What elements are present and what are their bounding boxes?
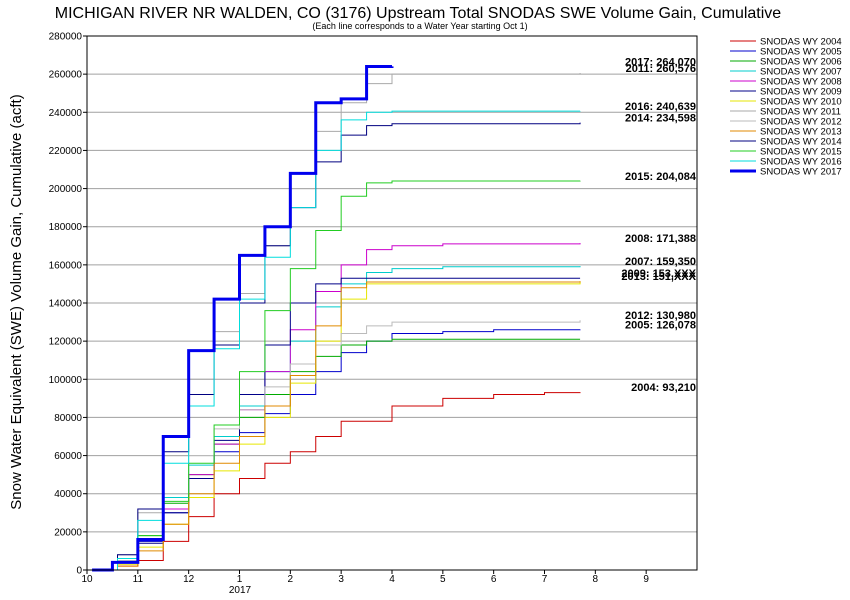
legend-entry: SNODAS WY 2004: [760, 37, 842, 48]
legend-entry: SNODAS WY 2007: [760, 67, 842, 78]
legend-entry: SNODAS WY 2015: [760, 147, 842, 158]
legend-entry: SNODAS WY 2008: [760, 77, 842, 88]
x-tick-label: 1: [237, 574, 243, 585]
x-axis-ticks: 10 11 12 1 2 3 4 5 6 7 8 9: [81, 570, 649, 585]
y-tick-label: 220000: [49, 146, 83, 157]
x-tick-label: 11: [133, 574, 144, 585]
legend-entry: SNODAS WY 2016: [760, 157, 842, 168]
series-line: [92, 282, 581, 571]
legend-entry: SNODAS WY 2012: [760, 117, 842, 128]
series-end-label: 2017: 264,070: [625, 56, 696, 68]
series-end-label: 2012: 130,980: [625, 310, 696, 322]
y-tick-label: 80000: [54, 413, 82, 424]
chart-title: MICHIGAN RIVER NR WALDEN, CO (3176) Upst…: [55, 5, 782, 22]
y-tick-label: 200000: [49, 184, 83, 195]
series-line: [92, 243, 581, 571]
legend-entry: SNODAS WY 2009: [760, 87, 842, 98]
y-tick-label: 180000: [49, 222, 83, 233]
legend-entry: SNODAS WY 2017: [760, 167, 842, 178]
series-line: [92, 110, 581, 571]
series-end-label: 2015: 204,084: [625, 171, 697, 183]
series-line: [92, 180, 581, 571]
series-line: [92, 392, 581, 571]
series-end-label: 2008: 171,388: [625, 233, 696, 245]
x-year-label: 2017: [229, 585, 252, 596]
y-tick-label: 260000: [49, 70, 83, 81]
series-end-label: 2011: 260,576: [626, 63, 696, 75]
series-line: [92, 281, 581, 571]
x-tick-label: 3: [338, 574, 344, 585]
series-line: [92, 338, 581, 571]
x-tick-label: 7: [542, 574, 548, 585]
x-tick-label: 10: [81, 574, 93, 585]
x-tick-label: 12: [183, 574, 195, 585]
y-tick-label: 100000: [49, 375, 83, 386]
series-line: [92, 73, 581, 571]
x-tick-label: 8: [593, 574, 599, 585]
legend-entry: SNODAS WY 2006: [760, 57, 842, 68]
legend-entry: SNODAS WY 2014: [760, 137, 842, 148]
x-tick-label: 6: [491, 574, 497, 585]
y-tick-label: 20000: [54, 527, 82, 538]
series-line: [92, 122, 581, 571]
legend-entry: SNODAS WY 2005: [760, 47, 842, 58]
legend-entry: SNODAS WY 2010: [760, 97, 842, 108]
y-tick-label: 240000: [49, 108, 83, 119]
series-end-label: 2009: 153,XXX: [621, 268, 696, 280]
x-tick-label: 2: [288, 574, 294, 585]
series-end-label: 2005: 126,078: [625, 320, 696, 332]
y-tick-label: 40000: [54, 489, 82, 500]
y-tick-label: 60000: [54, 451, 82, 462]
legend-entry: SNODAS WY 2013: [760, 127, 842, 138]
series-end-label: 2013: 151,XXX: [621, 271, 696, 283]
series-end-label: 2004: 93,210: [631, 382, 696, 394]
series-line: [92, 320, 581, 571]
legend-entry: SNODAS WY 2011: [760, 107, 841, 118]
series-end-label: 2007: 159,350: [625, 256, 696, 268]
x-tick-label: 5: [440, 574, 446, 585]
y-tick-label: 140000: [49, 299, 83, 310]
x-tick-label: 4: [389, 574, 395, 585]
y-axis-label: Snow Water Equivalent (SWE) Volume Gain,…: [8, 94, 25, 509]
y-tick-label: 0: [76, 566, 82, 577]
x-tick-label: 9: [643, 574, 649, 585]
y-tick-label: 120000: [49, 337, 83, 348]
y-tick-label: 280000: [49, 32, 83, 43]
plot-frame: [86, 35, 698, 571]
y-tick-label: 160000: [49, 260, 83, 271]
y-axis-ticks: 0 20000 40000 60000 80000 100000 120000 140000 1…: [49, 32, 87, 577]
series-end-label: 2016: 240,639: [625, 101, 696, 113]
series-line: [92, 65, 394, 572]
series-line: [92, 329, 581, 571]
series-lines: [92, 65, 581, 572]
series-end-label: 2014: 234,598: [625, 113, 696, 125]
chart-subtitle: (Each line corresponds to a Water Year s…: [312, 21, 527, 31]
